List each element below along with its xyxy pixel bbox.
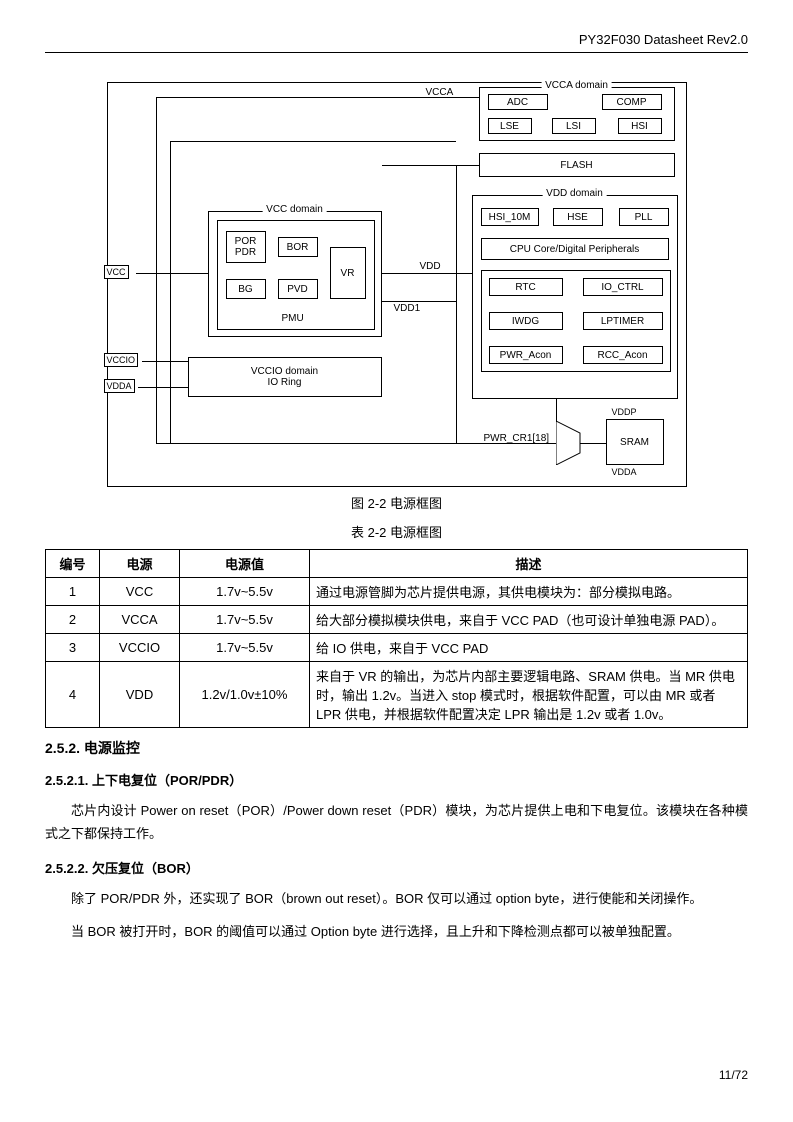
block-flash: FLASH (479, 153, 675, 177)
block-adc: ADC (488, 94, 548, 110)
pin-vcc: VCC (104, 265, 129, 279)
th-desc: 描述 (310, 550, 748, 578)
block-hsi10m: HSI_10M (481, 208, 539, 226)
block-vr: VR (330, 247, 366, 299)
pin-vdda: VDDA (104, 379, 135, 393)
vccio-domain-title: VCCIO domain (251, 366, 318, 377)
pmu-label: PMU (282, 313, 304, 324)
cell-power: VCC (100, 578, 180, 606)
cell-power: VCCA (100, 606, 180, 634)
section-2-5-2-title: 2.5.2. 电源监控 (45, 738, 748, 758)
block-hsi: HSI (618, 118, 662, 134)
section-2-5-2-1-body: 芯片内设计 Power on reset（POR）/Power down res… (45, 799, 748, 846)
section-2-5-2-1-title: 2.5.2.1. 上下电复位（POR/PDR） (45, 770, 748, 789)
vccio-domain-sub: IO Ring (268, 377, 302, 388)
net-vdda: VDDA (612, 467, 637, 477)
power-block-diagram: VCC VCCIO VDDA VCCA VCCA domain ADC COMP… (107, 82, 687, 487)
block-por-pdr: POR PDR (226, 231, 266, 263)
doc-title: PY32F030 Datasheet Rev2.0 (579, 32, 748, 47)
vdd-domain: VDD domain HSI_10M HSE PLL CPU Core/Digi… (472, 195, 678, 399)
pmu-box: POR PDR BOR BG PVD VR PMU (217, 220, 375, 330)
cell-desc: 给大部分模拟模块供电，来自于 VCC PAD（也可设计单独电源 PAD）。 (310, 606, 748, 634)
header-rule (45, 52, 748, 53)
cell-desc: 给 IO 供电，来自于 VCC PAD (310, 634, 748, 662)
power-table: 编号 电源 电源值 描述 1 VCC 1.7v~5.5v 通过电源管脚为芯片提供… (45, 549, 748, 728)
th-num: 编号 (46, 550, 100, 578)
block-bg: BG (226, 279, 266, 299)
cell-value: 1.2v/1.0v±10% (180, 662, 310, 728)
section-2-5-2-2-title: 2.5.2.2. 欠压复位（BOR） (45, 858, 748, 877)
table-caption: 表 2-2 电源框图 (45, 522, 748, 541)
pin-vccio: VCCIO (104, 353, 139, 367)
block-sram: SRAM (606, 419, 664, 465)
block-lse: LSE (488, 118, 532, 134)
table-header-row: 编号 电源 电源值 描述 (46, 550, 748, 578)
th-power: 电源 (100, 550, 180, 578)
th-value: 电源值 (180, 550, 310, 578)
cell-num: 3 (46, 634, 100, 662)
table-row: 2 VCCA 1.7v~5.5v 给大部分模拟模块供电，来自于 VCC PAD（… (46, 606, 748, 634)
section-2-5-2-2-p1: 除了 POR/PDR 外，还实现了 BOR（brown out reset）。B… (45, 887, 748, 910)
cell-value: 1.7v~5.5v (180, 606, 310, 634)
block-comp: COMP (602, 94, 662, 110)
cell-desc: 来自于 VR 的输出，为芯片内部主要逻辑电路、SRAM 供电。当 MR 供电时，… (310, 662, 748, 728)
block-pll: PLL (619, 208, 669, 226)
page-number: 11/72 (719, 1068, 748, 1082)
block-cpu: CPU Core/Digital Peripherals (481, 238, 669, 260)
net-vcca: VCCA (426, 87, 454, 98)
cell-num: 4 (46, 662, 100, 728)
net-vdd: VDD (420, 261, 441, 272)
figure-caption: 图 2-2 电源框图 (45, 493, 748, 512)
block-bor: BOR (278, 237, 318, 257)
cell-num: 1 (46, 578, 100, 606)
section-2-5-2-2-p2: 当 BOR 被打开时，BOR 的阈值可以通过 Option byte 进行选择，… (45, 920, 748, 943)
vcc-domain: VCC domain POR PDR BOR BG PVD VR PMU (208, 211, 382, 337)
net-vddp: VDDP (612, 407, 637, 417)
net-vdd1: VDD1 (394, 303, 421, 314)
cell-num: 2 (46, 606, 100, 634)
vccio-domain: VCCIO domain IO Ring (188, 357, 382, 397)
vcc-domain-title: VCC domain (262, 204, 327, 215)
block-hse: HSE (553, 208, 603, 226)
table-row: 1 VCC 1.7v~5.5v 通过电源管脚为芯片提供电源，其供电模块为：部分模… (46, 578, 748, 606)
vcca-domain-title: VCCA domain (541, 80, 612, 91)
table-row: 3 VCCIO 1.7v~5.5v 给 IO 供电，来自于 VCC PAD (46, 634, 748, 662)
cell-desc: 通过电源管脚为芯片提供电源，其供电模块为：部分模拟电路。 (310, 578, 748, 606)
vdd-domain-title: VDD domain (542, 188, 607, 199)
block-pvd: PVD (278, 279, 318, 299)
cell-value: 1.7v~5.5v (180, 634, 310, 662)
cell-power: VDD (100, 662, 180, 728)
page-content: VCC VCCIO VDDA VCCA VCCA domain ADC COMP… (45, 82, 748, 944)
block-lsi: LSI (552, 118, 596, 134)
cell-value: 1.7v~5.5v (180, 578, 310, 606)
table-row: 4 VDD 1.2v/1.0v±10% 来自于 VR 的输出，为芯片内部主要逻辑… (46, 662, 748, 728)
cell-power: VCCIO (100, 634, 180, 662)
vcca-domain: VCCA domain ADC COMP LSE LSI HSI (479, 87, 675, 141)
